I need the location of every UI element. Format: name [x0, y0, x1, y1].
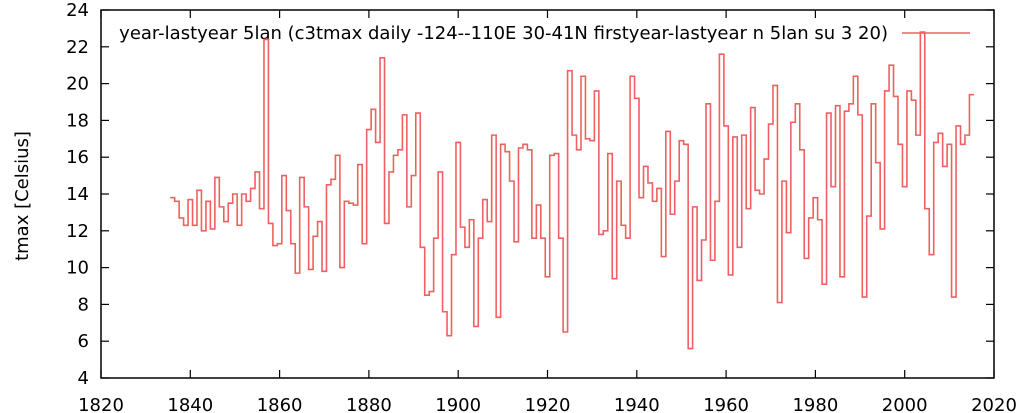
y-tick-label: 22 [66, 37, 89, 58]
x-tick-label: 1980 [792, 395, 838, 413]
y-tick-label: 8 [78, 294, 89, 315]
y-tick-label: 4 [78, 368, 89, 389]
x-tick-label: 2000 [882, 395, 928, 413]
x-tick-label: 1960 [703, 395, 749, 413]
x-tick-label: 1920 [525, 395, 571, 413]
x-axis-ticks: 1820 1840 1860 1880 1900 1920 1940 1960 1980 2000… [78, 10, 1017, 413]
x-tick-label: 1840 [167, 395, 213, 413]
x-tick-label: 1940 [614, 395, 660, 413]
y-tick-label: 12 [66, 221, 89, 242]
y-tick-label: 14 [66, 184, 89, 205]
x-tick-label: 1860 [257, 395, 303, 413]
y-axis-label: tmax [Celsius] [12, 131, 33, 261]
series-layer [170, 31, 974, 350]
x-tick-label: 1900 [435, 395, 481, 413]
x-tick-label: 1820 [78, 395, 124, 413]
x-tick-label: 1880 [346, 395, 392, 413]
y-tick-label: 10 [66, 258, 89, 279]
y-axis-ticks: 4 6 8 10 12 14 16 18 20 22 24 [66, 0, 994, 389]
y-tick-label: 6 [78, 331, 89, 352]
x-tick-label: 2020 [971, 395, 1017, 413]
series-line [170, 31, 974, 350]
y-tick-label: 18 [66, 110, 89, 131]
y-tick-label: 20 [66, 74, 89, 95]
y-tick-label: 16 [66, 147, 89, 168]
y-tick-label: 24 [66, 0, 89, 21]
legend: year-lastyear 5lan (c3tmax daily -124--1… [119, 23, 970, 44]
legend-label: year-lastyear 5lan (c3tmax daily -124--1… [119, 23, 888, 44]
